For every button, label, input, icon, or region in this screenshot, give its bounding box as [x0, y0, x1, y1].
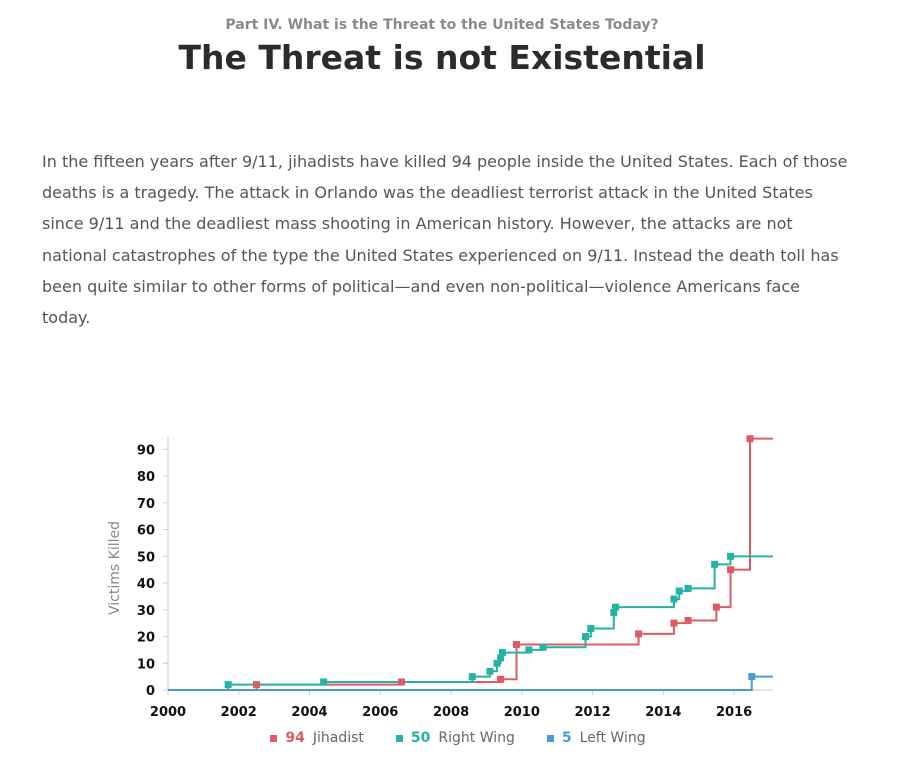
data-point — [711, 560, 719, 568]
legend-label: Jihadist — [312, 730, 364, 746]
data-point — [498, 649, 506, 657]
data-point — [525, 646, 533, 654]
data-point — [670, 619, 678, 627]
data-point — [486, 667, 494, 675]
data-point — [497, 654, 505, 662]
x-tick-label: 2000 — [150, 705, 186, 720]
y-tick-label: 30 — [137, 604, 155, 619]
section-kicker: Part IV. What is the Threat to the Unite… — [225, 17, 659, 33]
legend-item: 50 Right Wing — [395, 730, 515, 746]
data-point — [581, 633, 589, 641]
x-tick-label: 2012 — [574, 705, 610, 720]
legend-swatch — [395, 734, 403, 742]
data-point — [684, 584, 692, 592]
y-tick-label: 90 — [137, 443, 155, 458]
series-line — [168, 437, 773, 691]
chart-legend: 94 Jihadist 50 Right Wing 5 Left Wing — [0, 730, 908, 746]
data-point — [512, 641, 520, 649]
chart-axes: 0 10 20 30 40 50 60 70 80 90 2000 2002 2004 2006 2008 2… — [107, 436, 773, 720]
data-point — [497, 675, 505, 683]
data-point — [610, 608, 618, 616]
y-tick-label: 60 — [137, 524, 155, 539]
data-point — [224, 681, 232, 689]
data-point — [727, 552, 735, 560]
intro-paragraph: In the fifteen years after 9/11, jihadis… — [42, 152, 848, 328]
x-tick-label: 2008 — [433, 705, 469, 720]
legend-swatch — [546, 734, 554, 742]
y-tick-label: 50 — [137, 550, 155, 565]
legend-item: 94 Jihadist — [270, 730, 364, 746]
legend-label: Right Wing — [438, 730, 515, 746]
data-point — [670, 595, 678, 603]
chart-lines — [168, 437, 773, 691]
data-point — [712, 603, 720, 611]
x-tick-label: 2010 — [504, 705, 540, 720]
y-tick-label: 80 — [137, 470, 155, 485]
data-point — [748, 673, 756, 681]
data-point — [684, 616, 692, 624]
y-tick-label: 0 — [146, 684, 155, 699]
data-point — [468, 673, 476, 681]
data-point — [635, 630, 643, 638]
data-point — [493, 659, 501, 667]
data-point — [612, 603, 620, 611]
data-point — [727, 566, 735, 574]
y-tick-label: 40 — [137, 577, 155, 592]
y-axis-label: Victims Killed — [107, 521, 123, 615]
page-title: The Threat is not Existential — [178, 38, 706, 77]
legend-swatch — [270, 734, 278, 742]
x-tick-label: 2006 — [362, 705, 398, 720]
x-tick-label: 2016 — [716, 705, 752, 720]
victims-killed-chart: 0 10 20 30 40 50 60 70 80 90 2000 2002 2004 2006 2008 2… — [107, 435, 773, 720]
y-tick-label: 70 — [137, 497, 155, 512]
legend-total: 5 — [561, 730, 572, 746]
data-point — [746, 435, 754, 443]
data-point — [398, 678, 406, 686]
legend-item: 5 Left Wing — [546, 730, 646, 746]
series-line — [168, 675, 773, 691]
data-point — [252, 681, 260, 689]
x-tick-label: 2004 — [291, 705, 327, 720]
legend-label: Left Wing — [579, 730, 646, 746]
data-point — [675, 587, 683, 595]
y-tick-label: 10 — [137, 657, 155, 672]
x-tick-label: 2002 — [221, 705, 257, 720]
x-tick-label: 2014 — [645, 705, 681, 720]
chart-markers — [224, 435, 756, 689]
data-point — [587, 625, 595, 633]
data-point — [320, 678, 328, 686]
data-point — [539, 643, 547, 651]
legend-total: 50 — [410, 730, 431, 746]
y-tick-label: 20 — [137, 631, 155, 646]
legend-total: 94 — [285, 730, 305, 746]
